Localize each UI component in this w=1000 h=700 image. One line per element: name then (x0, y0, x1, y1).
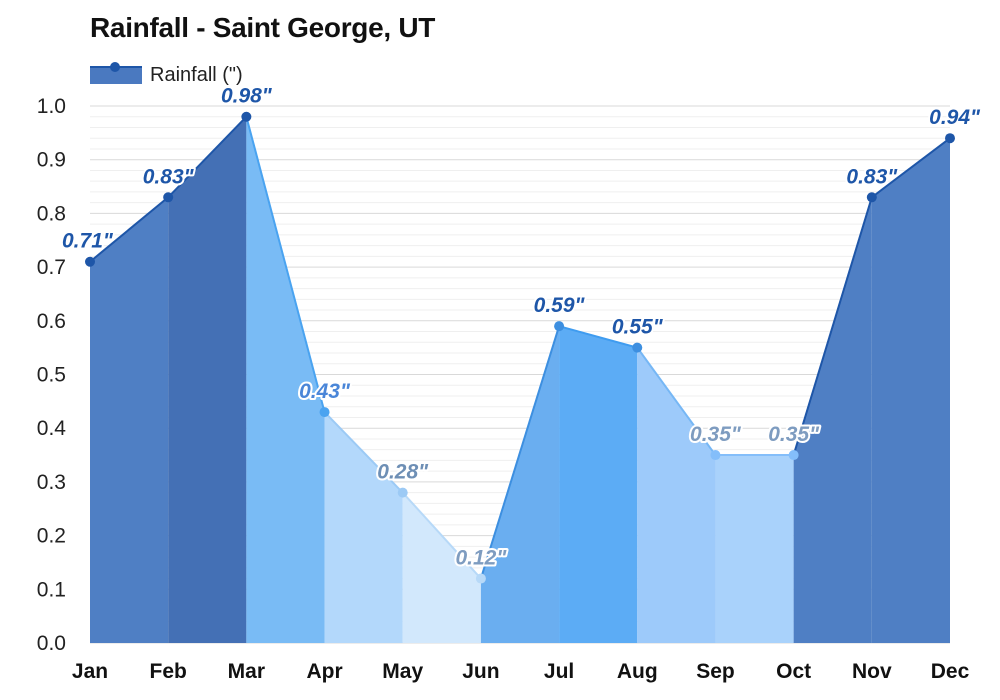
area-segment-jun (480, 326, 560, 643)
area-segments (90, 116, 950, 644)
data-point-nov[interactable] (866, 192, 877, 203)
x-tick-label: Mar (228, 660, 265, 683)
data-label-sep: 0.35" (690, 423, 742, 446)
data-point-jul[interactable] (554, 321, 565, 332)
data-label-jan: 0.71" (62, 230, 114, 253)
x-tick-label: Dec (931, 660, 970, 683)
data-point-oct[interactable] (788, 450, 799, 461)
y-tick-label: 0.5 (37, 364, 66, 387)
data-point-aug[interactable] (632, 342, 643, 353)
data-point-sep[interactable] (710, 450, 721, 461)
data-point-feb[interactable] (163, 192, 174, 203)
y-tick-label: 1.0 (37, 95, 66, 118)
area-segment-jan (90, 197, 169, 644)
area-segment-jul (559, 326, 638, 643)
area-segment-aug (637, 347, 716, 643)
data-point-apr[interactable] (319, 407, 330, 418)
x-axis-ticks: Jan Feb Mar Apr May Jun Jul Aug Sep Oct Nov Dec (72, 660, 970, 683)
data-label-may: 0.28" (377, 461, 429, 484)
y-tick-label: 0.3 (37, 471, 66, 494)
area-segment-nov (871, 138, 950, 643)
data-point-mar[interactable] (241, 111, 252, 122)
area-segment-mar (246, 116, 325, 644)
series-line-mar (245, 116, 326, 413)
series-line-feb (167, 116, 248, 198)
x-tick-label: Oct (776, 660, 811, 683)
area-segment-feb (168, 116, 247, 644)
data-label-nov: 0.83" (846, 165, 898, 188)
area-segment-may (402, 492, 481, 643)
series-lines (89, 116, 951, 580)
y-tick-label: 0.2 (37, 525, 66, 548)
area-segment-apr (324, 412, 403, 643)
series-line-jul (558, 325, 638, 349)
data-point-jun[interactable] (475, 573, 486, 584)
y-tick-label: 0.7 (37, 256, 66, 279)
data-label-jun: 0.12" (455, 547, 507, 570)
y-axis-ticks: 0.0 0.1 0.2 0.3 0.4 0.5 0.6 0.7 0.8 0.9 1.0 (37, 95, 67, 655)
series-line-jan (89, 196, 169, 263)
y-tick-label: 0.9 (37, 149, 66, 172)
x-tick-label: Sep (696, 660, 735, 683)
x-tick-label: Nov (852, 660, 892, 683)
y-tick-label: 0.4 (37, 417, 67, 440)
legend-label: Rainfall (") (150, 63, 243, 86)
x-tick-label: Jan (72, 660, 108, 683)
data-label-feb: 0.83" (143, 165, 195, 188)
x-tick-label: Apr (306, 660, 342, 683)
y-tick-label: 0.6 (37, 310, 66, 333)
x-tick-label: May (382, 660, 423, 683)
legend-swatch-icon (90, 62, 142, 84)
legend[interactable]: Rainfall (") (90, 60, 243, 90)
y-tick-label: 0.1 (37, 578, 66, 601)
area-segment-sep (715, 455, 794, 643)
series-line-oct (792, 196, 873, 456)
series-line-apr (323, 411, 404, 494)
data-label-dec: 0.94" (929, 106, 981, 129)
data-point-jan[interactable] (85, 256, 95, 267)
x-tick-label: Jun (462, 660, 499, 683)
data-labels: 0.71" 0.83" 0.98" 0.43" 0.28" 0.12" 0.59" 0.55"… (60, 83, 983, 572)
series-line-may (401, 491, 482, 580)
legend-marker-icon (110, 62, 120, 72)
series-line-aug (636, 347, 717, 456)
series-line-nov (871, 137, 951, 199)
x-tick-label: Jul (544, 660, 574, 683)
series-line-jun (479, 325, 561, 579)
chart-title: Rainfall - Saint George, UT (90, 12, 436, 43)
x-tick-label: Aug (617, 660, 658, 683)
x-tick-label: Feb (150, 660, 187, 683)
data-label-jul: 0.59" (534, 294, 586, 317)
y-tick-label: 0.0 (37, 632, 66, 655)
data-point-may[interactable] (397, 487, 408, 498)
y-tick-label: 0.8 (37, 202, 66, 225)
data-label-mar: 0.98" (221, 85, 273, 108)
area-segment-oct (793, 197, 872, 644)
data-points (85, 111, 955, 584)
data-label-aug: 0.55" (612, 316, 664, 339)
data-point-dec[interactable] (945, 133, 955, 144)
data-label-apr: 0.43" (299, 380, 351, 403)
data-label-oct: 0.35" (768, 423, 820, 446)
